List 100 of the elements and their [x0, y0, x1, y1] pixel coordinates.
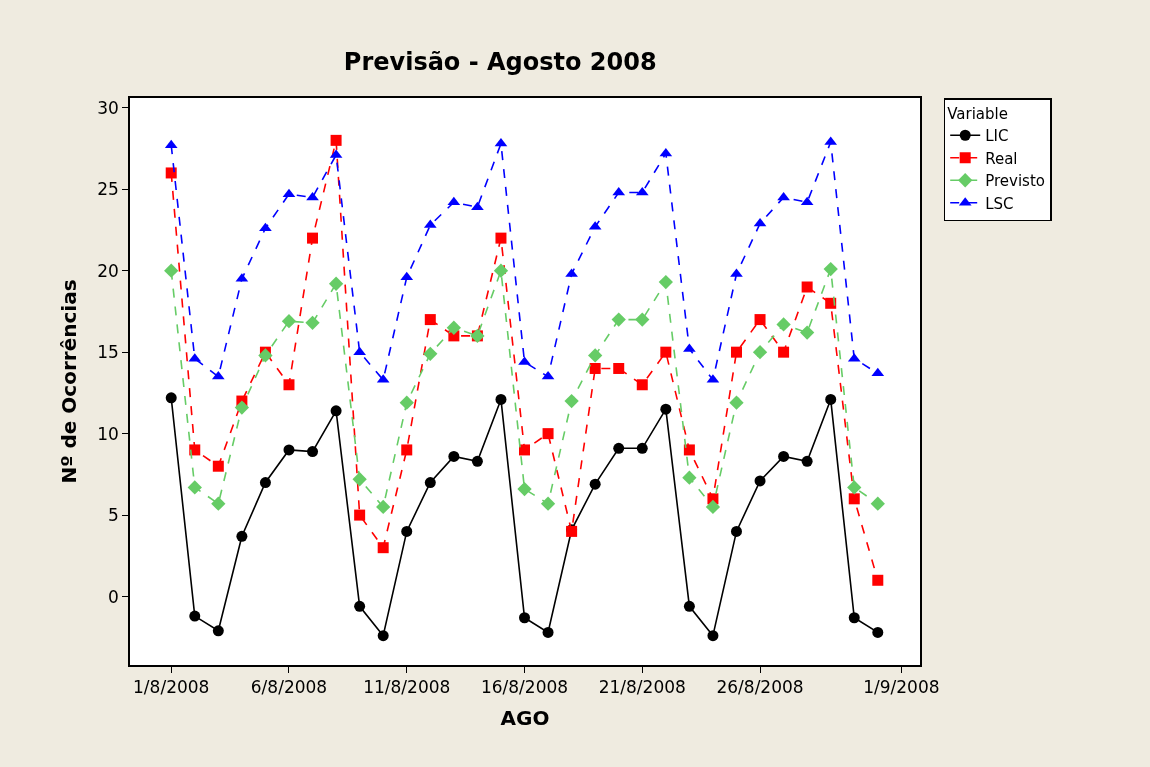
y-tick-label: 10 — [97, 423, 119, 444]
y-axis-title: Nº de Ocorrências — [57, 279, 82, 484]
point — [729, 395, 744, 410]
point — [354, 600, 366, 612]
point — [234, 400, 250, 415]
point — [401, 444, 413, 456]
point — [495, 232, 507, 244]
point — [423, 346, 438, 361]
point — [754, 475, 766, 487]
point — [870, 496, 885, 511]
point — [659, 147, 673, 157]
point — [471, 455, 483, 467]
point — [872, 574, 884, 586]
y-tick-label: 20 — [97, 260, 119, 281]
point — [187, 480, 202, 495]
point — [799, 325, 815, 340]
point — [777, 191, 790, 201]
point — [493, 263, 509, 278]
point — [683, 600, 695, 612]
point — [259, 477, 271, 489]
x-tick-label: 21/8/2008 — [598, 677, 686, 698]
point — [660, 403, 672, 415]
point — [801, 455, 813, 467]
point — [542, 428, 554, 440]
point — [495, 393, 507, 405]
x-axis-title: AGO — [500, 706, 550, 731]
point — [258, 348, 273, 363]
x-tick-label: 1/9/2008 — [863, 677, 940, 698]
point — [236, 530, 248, 542]
point — [305, 315, 320, 330]
point — [283, 444, 295, 456]
point — [283, 379, 295, 391]
point — [564, 393, 579, 409]
x-tick-label: 6/8/2008 — [250, 677, 328, 698]
legend-label: LSC — [985, 194, 1014, 213]
point — [754, 314, 766, 326]
point — [683, 444, 695, 456]
point — [399, 395, 414, 410]
point — [212, 460, 224, 472]
point — [424, 477, 436, 489]
point — [871, 367, 885, 377]
point — [823, 261, 838, 277]
y-tick-label: 25 — [97, 179, 119, 200]
point — [519, 444, 531, 456]
point — [589, 478, 601, 490]
point — [658, 274, 673, 290]
point — [730, 525, 742, 537]
point — [753, 217, 767, 227]
x-tick-label: 16/8/2008 — [480, 677, 569, 698]
point — [447, 196, 461, 206]
point — [778, 346, 790, 358]
point — [825, 393, 837, 405]
point — [848, 612, 860, 624]
x-tick-label: 26/8/2008 — [716, 677, 804, 698]
point — [306, 191, 319, 201]
point — [424, 314, 436, 326]
legend-label: Previsto — [985, 172, 1045, 191]
point — [519, 612, 531, 624]
point — [848, 493, 860, 505]
y-tick-label: 15 — [97, 342, 119, 363]
chart-title: Previsão - Agosto 2008 — [343, 48, 657, 77]
point — [164, 263, 179, 278]
point — [165, 392, 177, 404]
point — [377, 542, 389, 554]
point — [636, 442, 648, 454]
x-tick-label: 11/8/2008 — [363, 677, 451, 698]
point — [354, 509, 366, 521]
point — [448, 450, 460, 462]
point — [707, 630, 719, 642]
point — [330, 134, 342, 146]
point — [376, 499, 391, 515]
point — [752, 345, 768, 360]
point — [377, 630, 389, 642]
point — [801, 281, 813, 293]
point — [613, 362, 625, 374]
point — [401, 525, 413, 537]
point — [705, 499, 721, 515]
point — [165, 167, 177, 179]
legend-label: LIC — [985, 127, 1009, 146]
point — [542, 626, 554, 638]
point — [189, 610, 201, 622]
point — [589, 362, 601, 374]
point — [307, 232, 319, 244]
y-tick-label: 0 — [108, 586, 119, 607]
point — [328, 276, 344, 291]
point — [281, 314, 297, 329]
point — [613, 442, 625, 454]
point — [259, 222, 272, 232]
point — [588, 348, 603, 363]
point — [776, 317, 791, 332]
legend-title: Variable — [947, 105, 1008, 123]
point — [189, 444, 201, 456]
legend-label: Real — [985, 149, 1018, 168]
x-tick-label: 1/8/2008 — [133, 677, 210, 698]
point — [307, 446, 319, 458]
point — [211, 496, 226, 511]
point — [660, 346, 672, 358]
point — [517, 481, 532, 497]
point — [540, 496, 556, 511]
point — [446, 320, 461, 335]
